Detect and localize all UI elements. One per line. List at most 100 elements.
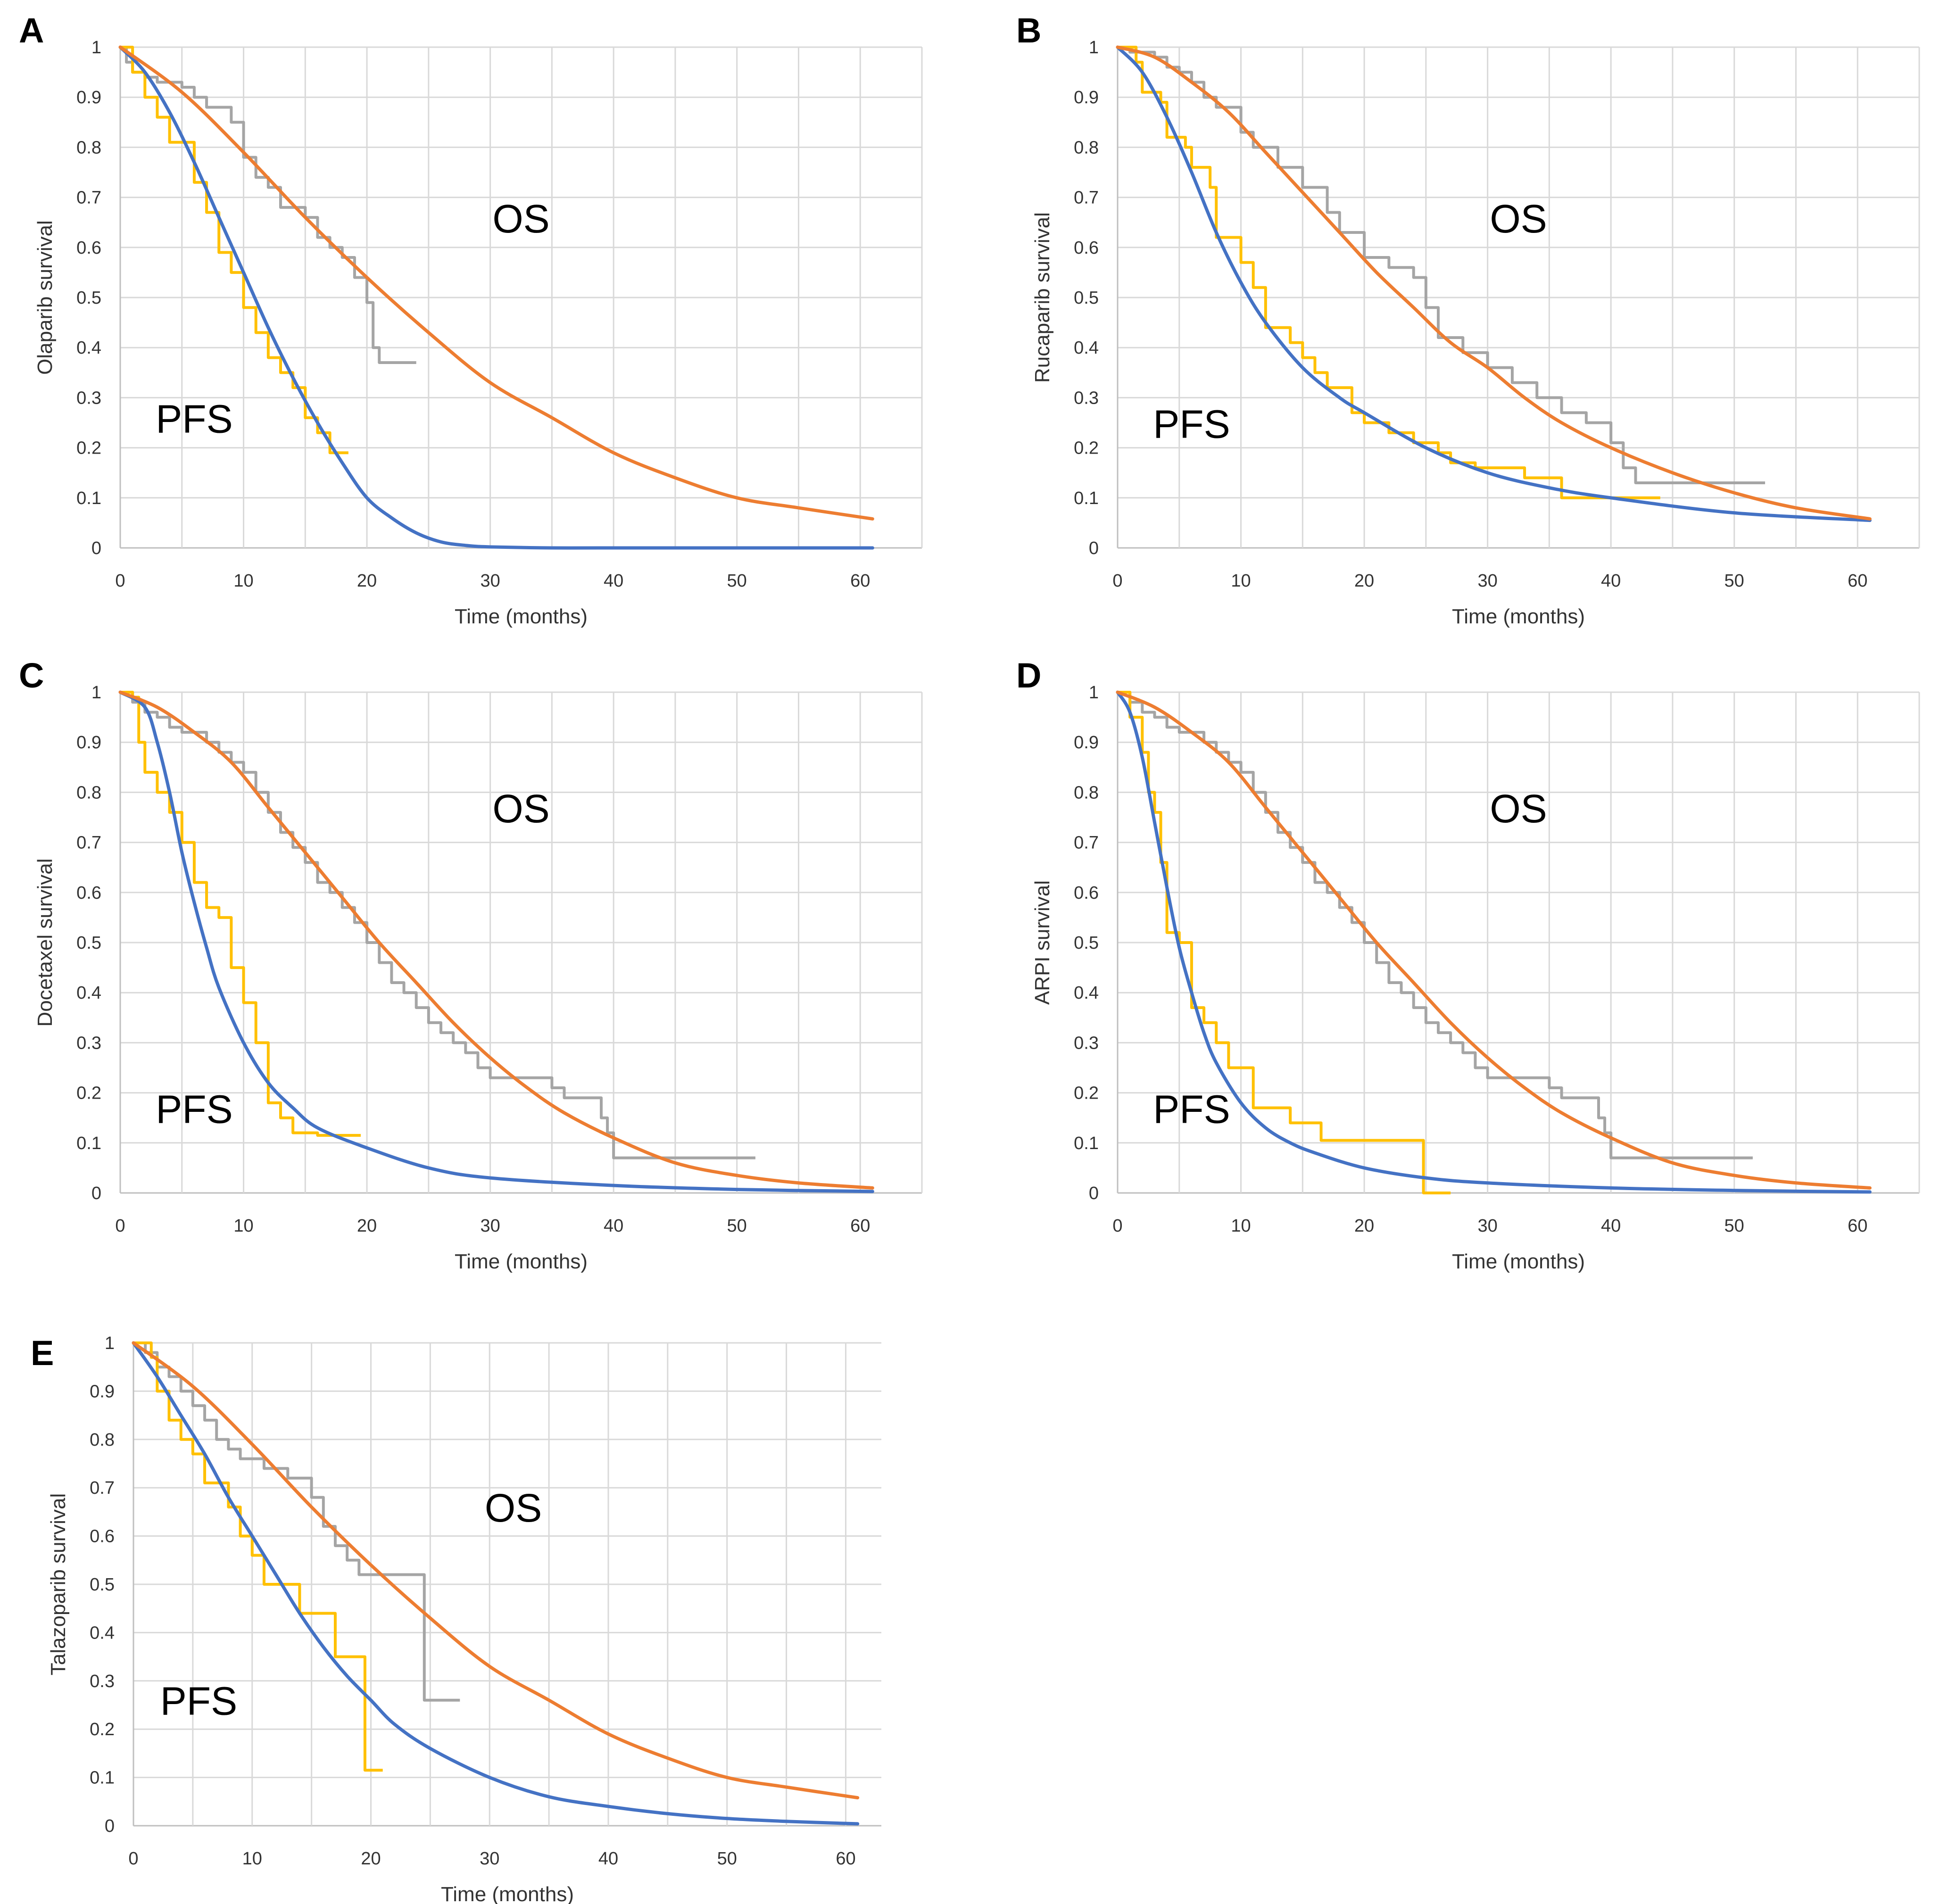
panel-e-ytick-0: 0 [105, 1816, 115, 1836]
panel-a-os-km-line [120, 46, 416, 364]
panel-d-ytick-0-1: 0.1 [1074, 1134, 1099, 1153]
panel-c-xtick-30: 30 [480, 1216, 500, 1236]
panel-d-xtick-40: 40 [1601, 1216, 1621, 1236]
panel-a-ytick-0-3: 0.3 [76, 388, 101, 408]
panel-a-xtick-30: 30 [480, 571, 500, 591]
panel-e-ytick-0-4: 0.4 [90, 1623, 115, 1643]
panel-b-xtick-20: 20 [1354, 571, 1374, 591]
panel-d-xlabel: Time (months) [1452, 1250, 1585, 1273]
panel-d-ylabel: ARPI survival [1031, 880, 1054, 1005]
panel-b-ytick-0: 0 [1089, 538, 1099, 558]
panel-b-xtick-50: 50 [1724, 571, 1744, 591]
panel-a-xtick-50: 50 [727, 571, 747, 591]
panel-b-ytick-0-4: 0.4 [1074, 338, 1099, 358]
panel-c: C00.10.20.30.40.50.60.70.80.910 10 20 30 40 5… [19, 656, 923, 1273]
panel-b-ytick-0-8: 0.8 [1074, 138, 1099, 157]
panel-d-xtick-50: 50 [1724, 1216, 1744, 1236]
panel-e-xtick-40: 40 [598, 1849, 618, 1869]
panel-e-ylabel: Talazoparib survival [47, 1493, 70, 1675]
panel-c-ytick-0-6: 0.6 [76, 883, 101, 903]
panel-e-pfs-fit-line [132, 1341, 860, 1826]
panel-d-xtick-10: 10 [1231, 1216, 1251, 1236]
panel-b-ytick-0-2: 0.2 [1074, 439, 1099, 458]
panel-d-ytick-0-3: 0.3 [1074, 1033, 1099, 1053]
panel-b-letter: B [1016, 11, 1041, 50]
panel-b-ytick-0-1: 0.1 [1074, 488, 1099, 508]
panel-c-ytick-0-5: 0.5 [76, 933, 101, 953]
panel-d-os-fit-line [1116, 690, 1872, 1190]
panel-e-ytick-1: 1 [105, 1333, 115, 1353]
panel-a-ytick-0-8: 0.8 [76, 138, 101, 157]
panel-d-ytick-0-9: 0.9 [1074, 733, 1099, 753]
panel-a-xtick-40: 40 [604, 571, 623, 591]
panel-e-ytick-0-1: 0.1 [90, 1768, 115, 1788]
panel-e-ytick-0-2: 0.2 [90, 1720, 115, 1739]
panel-c-pfs-fit-line [118, 690, 874, 1193]
panel-c-ytick-0-3: 0.3 [76, 1033, 101, 1053]
panel-e-ytick-0-3: 0.3 [90, 1672, 115, 1691]
panel-c-letter: C [19, 656, 44, 695]
panel-a-os-fit-line [118, 45, 874, 521]
panel-a-ytick-0-7: 0.7 [76, 188, 101, 208]
panel-b-ytick-1: 1 [1089, 38, 1099, 58]
panel-a-ytick-1: 1 [91, 38, 101, 58]
panel-b-ytick-0-6: 0.6 [1074, 238, 1099, 258]
panel-c-ytick-0: 0 [91, 1184, 101, 1203]
panel-c-xtick-20: 20 [357, 1216, 377, 1236]
panel-b-ytick-0-5: 0.5 [1074, 288, 1099, 308]
panel-c-xtick-50: 50 [727, 1216, 747, 1236]
panel-a-xlabel: Time (months) [455, 605, 588, 628]
panel-c-ytick-1: 1 [91, 683, 101, 703]
panel-d-os-km-line [1118, 691, 1753, 1159]
panel-a-ytick-0: 0 [91, 538, 101, 558]
panel-e-xtick-10: 10 [242, 1849, 262, 1869]
panel-d-ytick-0: 0 [1089, 1184, 1099, 1203]
panel-e-ytick-0-6: 0.6 [90, 1527, 115, 1547]
panel-a-ytick-0-2: 0.2 [76, 439, 101, 458]
panel-d-ytick-0-6: 0.6 [1074, 883, 1099, 903]
panel-b-pfs-km-line [1118, 46, 1660, 499]
panel-b-xtick-60: 60 [1848, 571, 1867, 591]
panel-b-pfs-fit-line [1116, 45, 1872, 522]
panel-d-pfs-fit-line [1116, 690, 1872, 1194]
panel-e-ytick-0-9: 0.9 [90, 1382, 115, 1401]
panel-a-xtick-10: 10 [233, 571, 253, 591]
panel-a-letter: A [19, 11, 44, 50]
panel-a-ytick-0-6: 0.6 [76, 238, 101, 258]
panel-e-ytick-0-7: 0.7 [90, 1478, 115, 1498]
panel-c-xtick-10: 10 [233, 1216, 253, 1236]
panel-b-os-km-line [1118, 46, 1766, 484]
panel-d-xtick-30: 30 [1477, 1216, 1497, 1236]
panel-b-os-fit-line [1116, 45, 1872, 521]
panel-a-ytick-0-1: 0.1 [76, 488, 101, 508]
panel-b: B00.10.20.30.40.50.60.70.80.910 10 20 30 40 5… [1016, 11, 1920, 628]
panel-d-ytick-0-8: 0.8 [1074, 783, 1099, 803]
panel-a-xtick-0: 0 [115, 571, 125, 591]
panel-a: A00.10.20.30.40.50.60.70.80.910 10 20 30 40 5… [19, 11, 923, 628]
panel-a-ytick-0-4: 0.4 [76, 338, 101, 358]
panel-d-xtick-20: 20 [1354, 1216, 1374, 1236]
panel-e-xtick-30: 30 [480, 1849, 499, 1869]
panel-c-ytick-0-1: 0.1 [76, 1134, 101, 1153]
panel-a-label-pfs: PFS [156, 397, 232, 441]
panel-a-xtick-60: 60 [850, 571, 870, 591]
panel-b-ylabel: Rucaparib survival [1031, 212, 1054, 383]
panel-c-xlabel: Time (months) [455, 1250, 588, 1273]
panel-c-xtick-0: 0 [115, 1216, 125, 1236]
panel-e-os-km-line [133, 1341, 460, 1702]
panel-b-ytick-0-9: 0.9 [1074, 88, 1099, 108]
panel-d: D00.10.20.30.40.50.60.70.80.910 10 20 30 40 5… [1016, 656, 1920, 1273]
panel-b-label-pfs: PFS [1153, 402, 1230, 446]
panel-d-label-os: OS [1490, 786, 1547, 831]
panel-a-ylabel: Olaparib survival [33, 220, 57, 375]
panel-c-xtick-40: 40 [604, 1216, 623, 1236]
panel-d-ytick-0-5: 0.5 [1074, 933, 1099, 953]
panel-a-ytick-0-5: 0.5 [76, 288, 101, 308]
panel-b-ytick-0-3: 0.3 [1074, 388, 1099, 408]
panel-c-ytick-0-8: 0.8 [76, 783, 101, 803]
panel-e: E00.10.20.30.40.50.60.70.80.910 10 20 30 40 5… [31, 1333, 881, 1904]
panel-d-label-pfs: PFS [1153, 1087, 1230, 1131]
panel-d-ytick-0-7: 0.7 [1074, 833, 1099, 853]
